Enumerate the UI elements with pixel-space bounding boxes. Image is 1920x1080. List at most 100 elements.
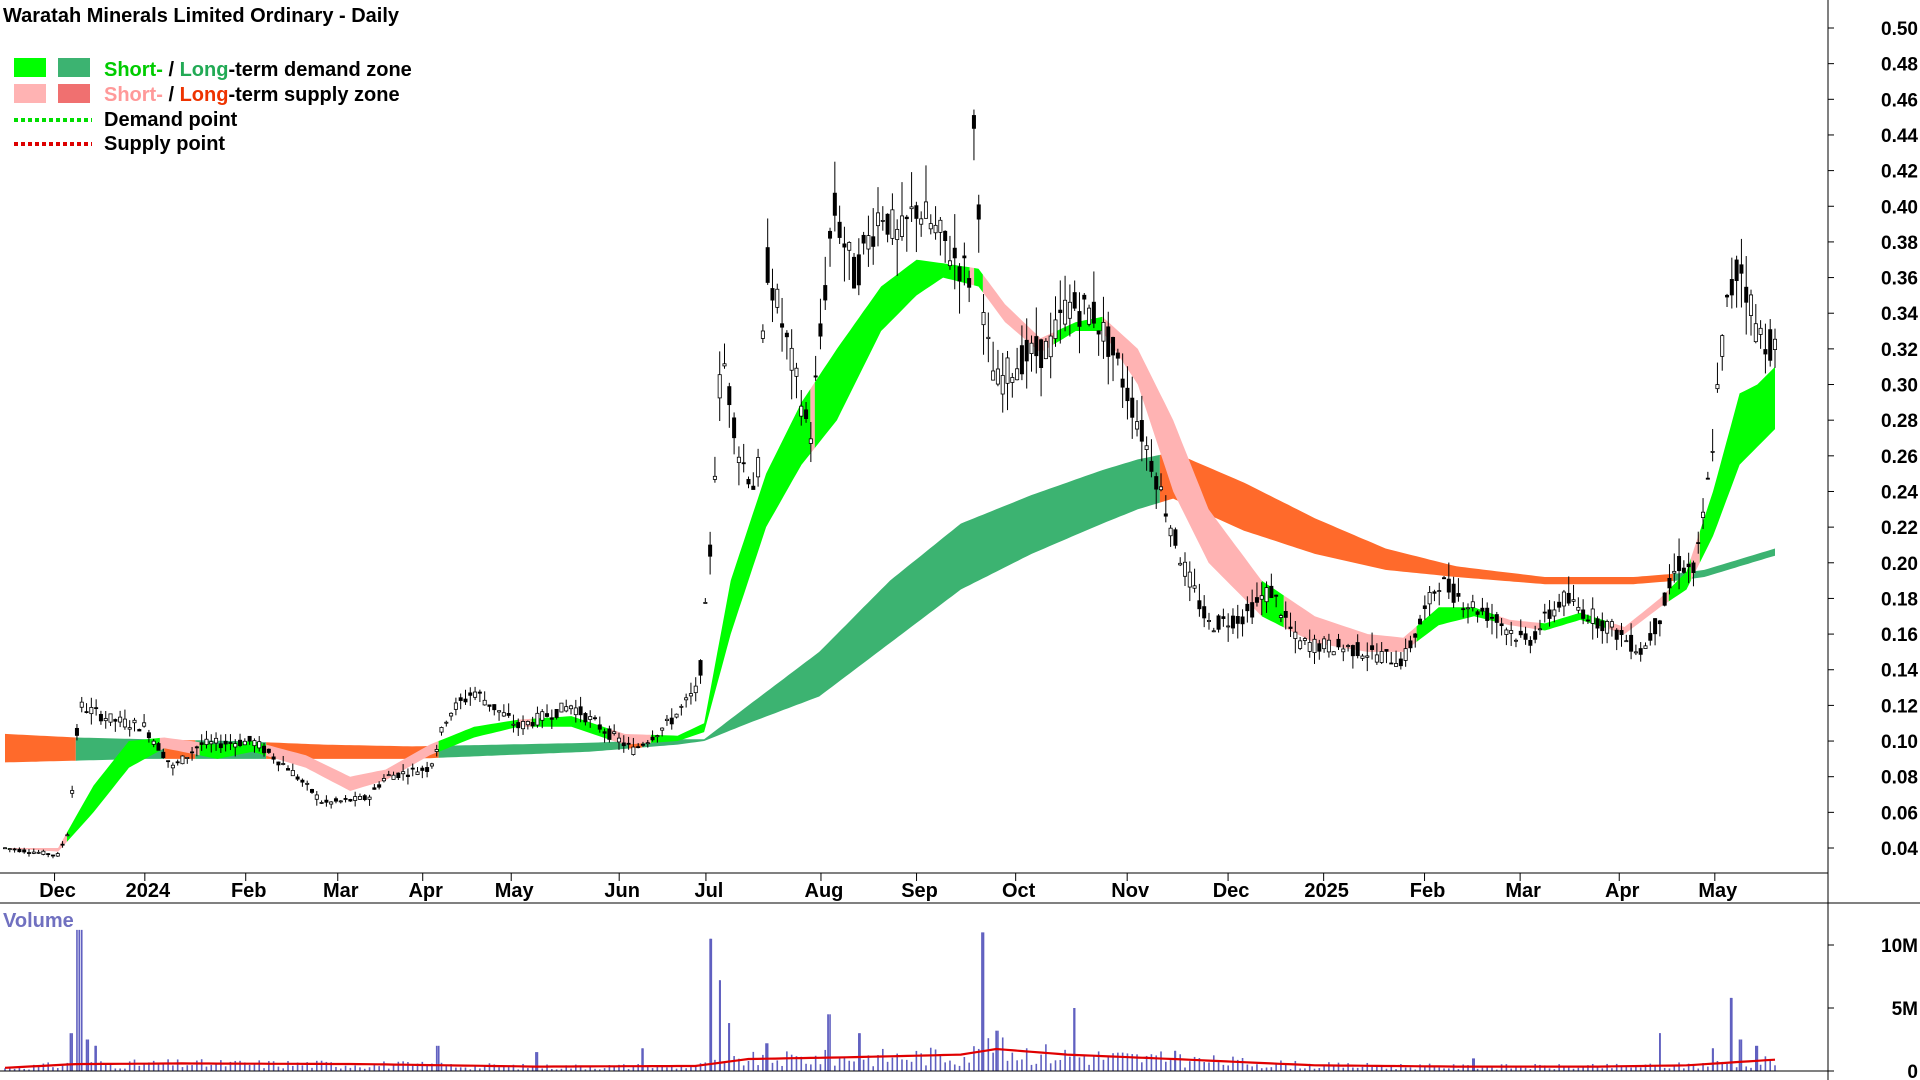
candle-body	[1274, 594, 1279, 597]
candle-body	[199, 742, 204, 745]
y-tick-label: 0.20	[1881, 554, 1918, 575]
candle-body	[1302, 638, 1307, 641]
candle-body	[1547, 609, 1552, 619]
long-term-zone-segment	[1159, 452, 1674, 585]
candle-body	[1633, 651, 1638, 654]
candle-body	[381, 778, 386, 782]
candle-body	[1537, 628, 1542, 631]
candle-body	[290, 770, 295, 777]
candle-body	[89, 707, 94, 715]
candle-body	[122, 718, 127, 728]
y-tick-label: 0.12	[1881, 696, 1918, 717]
candle-body	[516, 722, 521, 729]
candle-body	[1394, 663, 1399, 667]
candle-body	[209, 741, 214, 745]
candle-body	[717, 374, 722, 399]
candle-body	[823, 285, 828, 301]
candle-body	[1091, 301, 1096, 324]
x-tick-label: Apr	[1605, 880, 1640, 902]
candle-body	[746, 478, 751, 485]
candle-body	[1293, 631, 1298, 639]
candle-body	[943, 230, 948, 242]
candle-body	[1163, 513, 1168, 517]
candle-body	[1513, 639, 1518, 642]
candle-body	[1619, 630, 1624, 636]
candle-body	[1283, 610, 1288, 618]
candle-body	[1461, 608, 1466, 611]
candle-body	[449, 712, 454, 717]
candle-body	[74, 727, 79, 736]
candle-body	[146, 732, 151, 739]
x-tick-label: May	[495, 880, 535, 902]
candle-body	[36, 851, 41, 854]
candle-body	[828, 230, 833, 239]
y-tick-label: 0.24	[1881, 482, 1918, 503]
candle-body	[1466, 607, 1471, 610]
candle-body	[391, 774, 396, 780]
candle-body	[1648, 633, 1653, 641]
candle-body	[981, 312, 986, 326]
long-term-zone-segment	[5, 733, 76, 763]
candle-body	[473, 691, 478, 698]
candle-body	[1403, 648, 1408, 661]
candle-body	[1202, 606, 1207, 619]
volume-label: Volume	[3, 910, 74, 932]
candle-body	[79, 701, 84, 708]
candle-body	[1048, 335, 1053, 358]
candle-body	[1768, 329, 1773, 361]
candle-body	[343, 798, 348, 800]
candle-body	[396, 772, 401, 779]
candle-body	[271, 756, 276, 760]
candle-body	[583, 713, 588, 723]
candle-body	[1542, 611, 1547, 614]
legend-long-demand-swatch	[58, 58, 90, 77]
y-tick-label: 0.40	[1881, 197, 1918, 218]
candle-body	[1336, 638, 1341, 648]
candle-body	[890, 209, 895, 239]
candle-body	[1019, 345, 1024, 375]
candle-body	[1039, 339, 1044, 368]
candle-body	[861, 234, 866, 244]
candle-body	[1216, 615, 1221, 630]
candle-body	[919, 218, 924, 225]
x-tick-label: Nov	[1111, 880, 1150, 902]
candle-body	[612, 731, 617, 734]
candle-body	[837, 221, 842, 238]
long-term-zone-segment	[438, 741, 629, 758]
short-term-zone-segment	[810, 382, 815, 454]
candle-body	[636, 746, 641, 749]
candle-body	[84, 711, 89, 713]
candle-body	[1379, 651, 1384, 663]
candle-body	[1672, 570, 1677, 574]
candle-body	[727, 386, 732, 406]
candle-body	[607, 728, 612, 740]
legend-supply-rest: -term supply zone	[228, 84, 399, 106]
candle-body	[808, 438, 813, 444]
candle-body	[142, 722, 147, 727]
candle-body	[185, 756, 190, 759]
candle-body	[751, 485, 756, 490]
candle-body	[1758, 327, 1763, 335]
candle-body	[1773, 338, 1778, 350]
legend-supply-short-word: Short-	[104, 84, 163, 106]
candle-body	[1590, 608, 1595, 624]
candle-body	[309, 789, 314, 793]
candle-body	[487, 704, 492, 707]
candle-body	[1298, 640, 1303, 649]
candle-body	[1168, 527, 1173, 537]
candle-body	[545, 713, 550, 717]
legend-demand-long-word: Long	[180, 59, 229, 81]
candle-body	[1753, 323, 1758, 343]
candle-body	[1734, 259, 1739, 281]
candle-body	[1254, 597, 1259, 603]
legend: Short- / Long-term demand zone Short- / …	[14, 58, 412, 155]
candle-body	[1384, 649, 1389, 652]
candle-body	[732, 417, 737, 439]
long-term-zone-segment	[642, 454, 1160, 748]
candle-body	[1125, 387, 1130, 402]
candle-body	[214, 737, 219, 744]
candle-body	[295, 776, 300, 780]
legend-short-supply-swatch	[14, 84, 46, 103]
candle-body	[938, 219, 943, 233]
candle-body	[1111, 336, 1116, 356]
